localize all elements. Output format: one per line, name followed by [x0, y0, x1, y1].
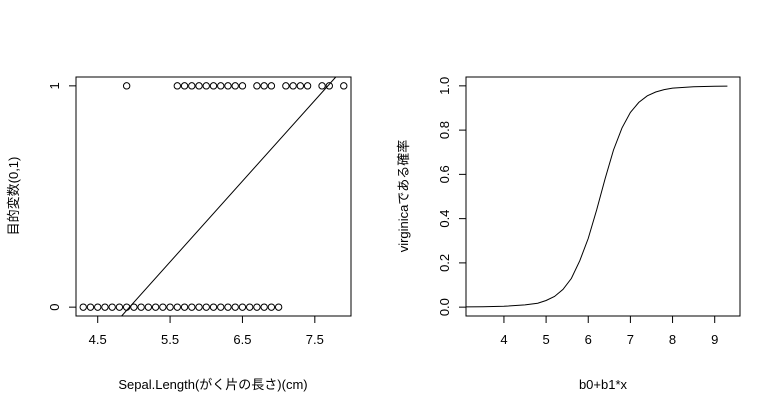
left-x-tick-label: 5.5	[161, 332, 179, 347]
left-data-point	[296, 82, 305, 90]
left-data-point	[159, 303, 167, 311]
right-x-axis-label: b0+b1*x	[579, 377, 628, 392]
right-y-tick-label: 0.2	[437, 254, 452, 272]
left-data-point	[253, 82, 261, 90]
right-x-tick-label: 4	[500, 332, 507, 347]
right-y-tick-label: 0.6	[437, 165, 452, 183]
left-data-point	[282, 82, 290, 90]
right-marks: 4 5 6 7 8 9 0.0 0.2 0.4 0.6 0.8 1.0	[437, 77, 728, 347]
left-data-point	[115, 303, 124, 311]
right-series-line	[465, 85, 728, 308]
right-y-tick-label: 0.4	[437, 210, 452, 228]
left-plot-box	[75, 76, 352, 317]
right-x-tick-label: 9	[711, 332, 718, 347]
left-data-point	[267, 82, 276, 90]
left-data-point	[137, 303, 145, 311]
left-data-point	[173, 303, 182, 311]
left-x-axis-label: Sepal.Length(がく片の長さ)(cm)	[118, 377, 307, 392]
left-data-point	[303, 82, 312, 90]
left-data-point	[209, 303, 218, 311]
left-data-point	[151, 303, 160, 311]
left-data-point	[195, 303, 203, 311]
right-y-tick-label: 0.0	[437, 298, 452, 316]
left-data-point	[260, 82, 268, 90]
left-y-tick-label: 0	[47, 304, 62, 311]
left-data-point	[86, 303, 95, 311]
left-y-tick-label: 1	[47, 82, 62, 89]
left-data-point	[231, 303, 239, 311]
left-data-point	[166, 303, 174, 311]
left-data-point	[108, 303, 116, 311]
left-series-line	[121, 76, 337, 317]
right-y-tick-label: 1.0	[437, 77, 452, 95]
left-x-tick-label: 6.5	[233, 332, 251, 347]
left-data-point	[101, 303, 109, 311]
left-data-point	[325, 82, 333, 90]
left-data-point	[188, 82, 196, 90]
left-data-point	[79, 303, 87, 311]
right-x-tick-label: 8	[669, 332, 676, 347]
left-data-point	[180, 82, 189, 90]
left-data-point	[289, 82, 297, 90]
left-data-point	[144, 303, 153, 311]
left-y-axis-label: 目的変数(0,1)	[6, 157, 21, 236]
left-data-point	[122, 82, 131, 90]
left-data-point	[318, 82, 326, 90]
left-data-point	[209, 82, 218, 90]
left-data-point	[267, 303, 276, 311]
left-data-point	[224, 303, 232, 311]
left-data-point	[202, 303, 210, 311]
left-marks: 4.5 5.5 6.5 7.5 0 1	[47, 76, 348, 347]
left-data-point	[238, 82, 247, 90]
left-data-point	[238, 303, 247, 311]
right-plot-box	[465, 76, 741, 317]
left-data-point	[180, 303, 189, 311]
left-data-point	[217, 303, 225, 311]
right-y-axis-label: virginicaである確率	[396, 140, 411, 253]
left-data-point	[195, 82, 203, 90]
left-data-point	[94, 303, 102, 311]
left-x-tick-label: 4.5	[89, 332, 107, 347]
left-data-point	[130, 303, 138, 311]
left-data-point	[202, 82, 210, 90]
left-data-point	[231, 82, 239, 90]
left-data-point	[340, 82, 348, 90]
left-data-point	[173, 82, 182, 90]
left-data-point	[188, 303, 196, 311]
left-data-point	[274, 303, 283, 311]
left-data-point	[217, 82, 225, 90]
left-data-point	[245, 303, 254, 311]
left-data-point	[224, 82, 232, 90]
right-x-tick-label: 7	[627, 332, 634, 347]
left-x-tick-label: 7.5	[306, 332, 324, 347]
right-x-tick-label: 6	[585, 332, 592, 347]
left-data-point	[253, 303, 261, 311]
right-y-tick-label: 0.8	[437, 121, 452, 139]
left-data-point	[260, 303, 268, 311]
left-scatter-panel: 4.5 5.5 6.5 7.501 Sepal.Length(がく片の長さ)(cm) …	[6, 76, 352, 392]
right-curve-panel: 4 5 6 7 8 9 0.0 0.2 0.4 0.6 0.8 1.0 b0+b1*x virgini…	[396, 76, 741, 392]
right-x-tick-label: 5	[542, 332, 549, 347]
